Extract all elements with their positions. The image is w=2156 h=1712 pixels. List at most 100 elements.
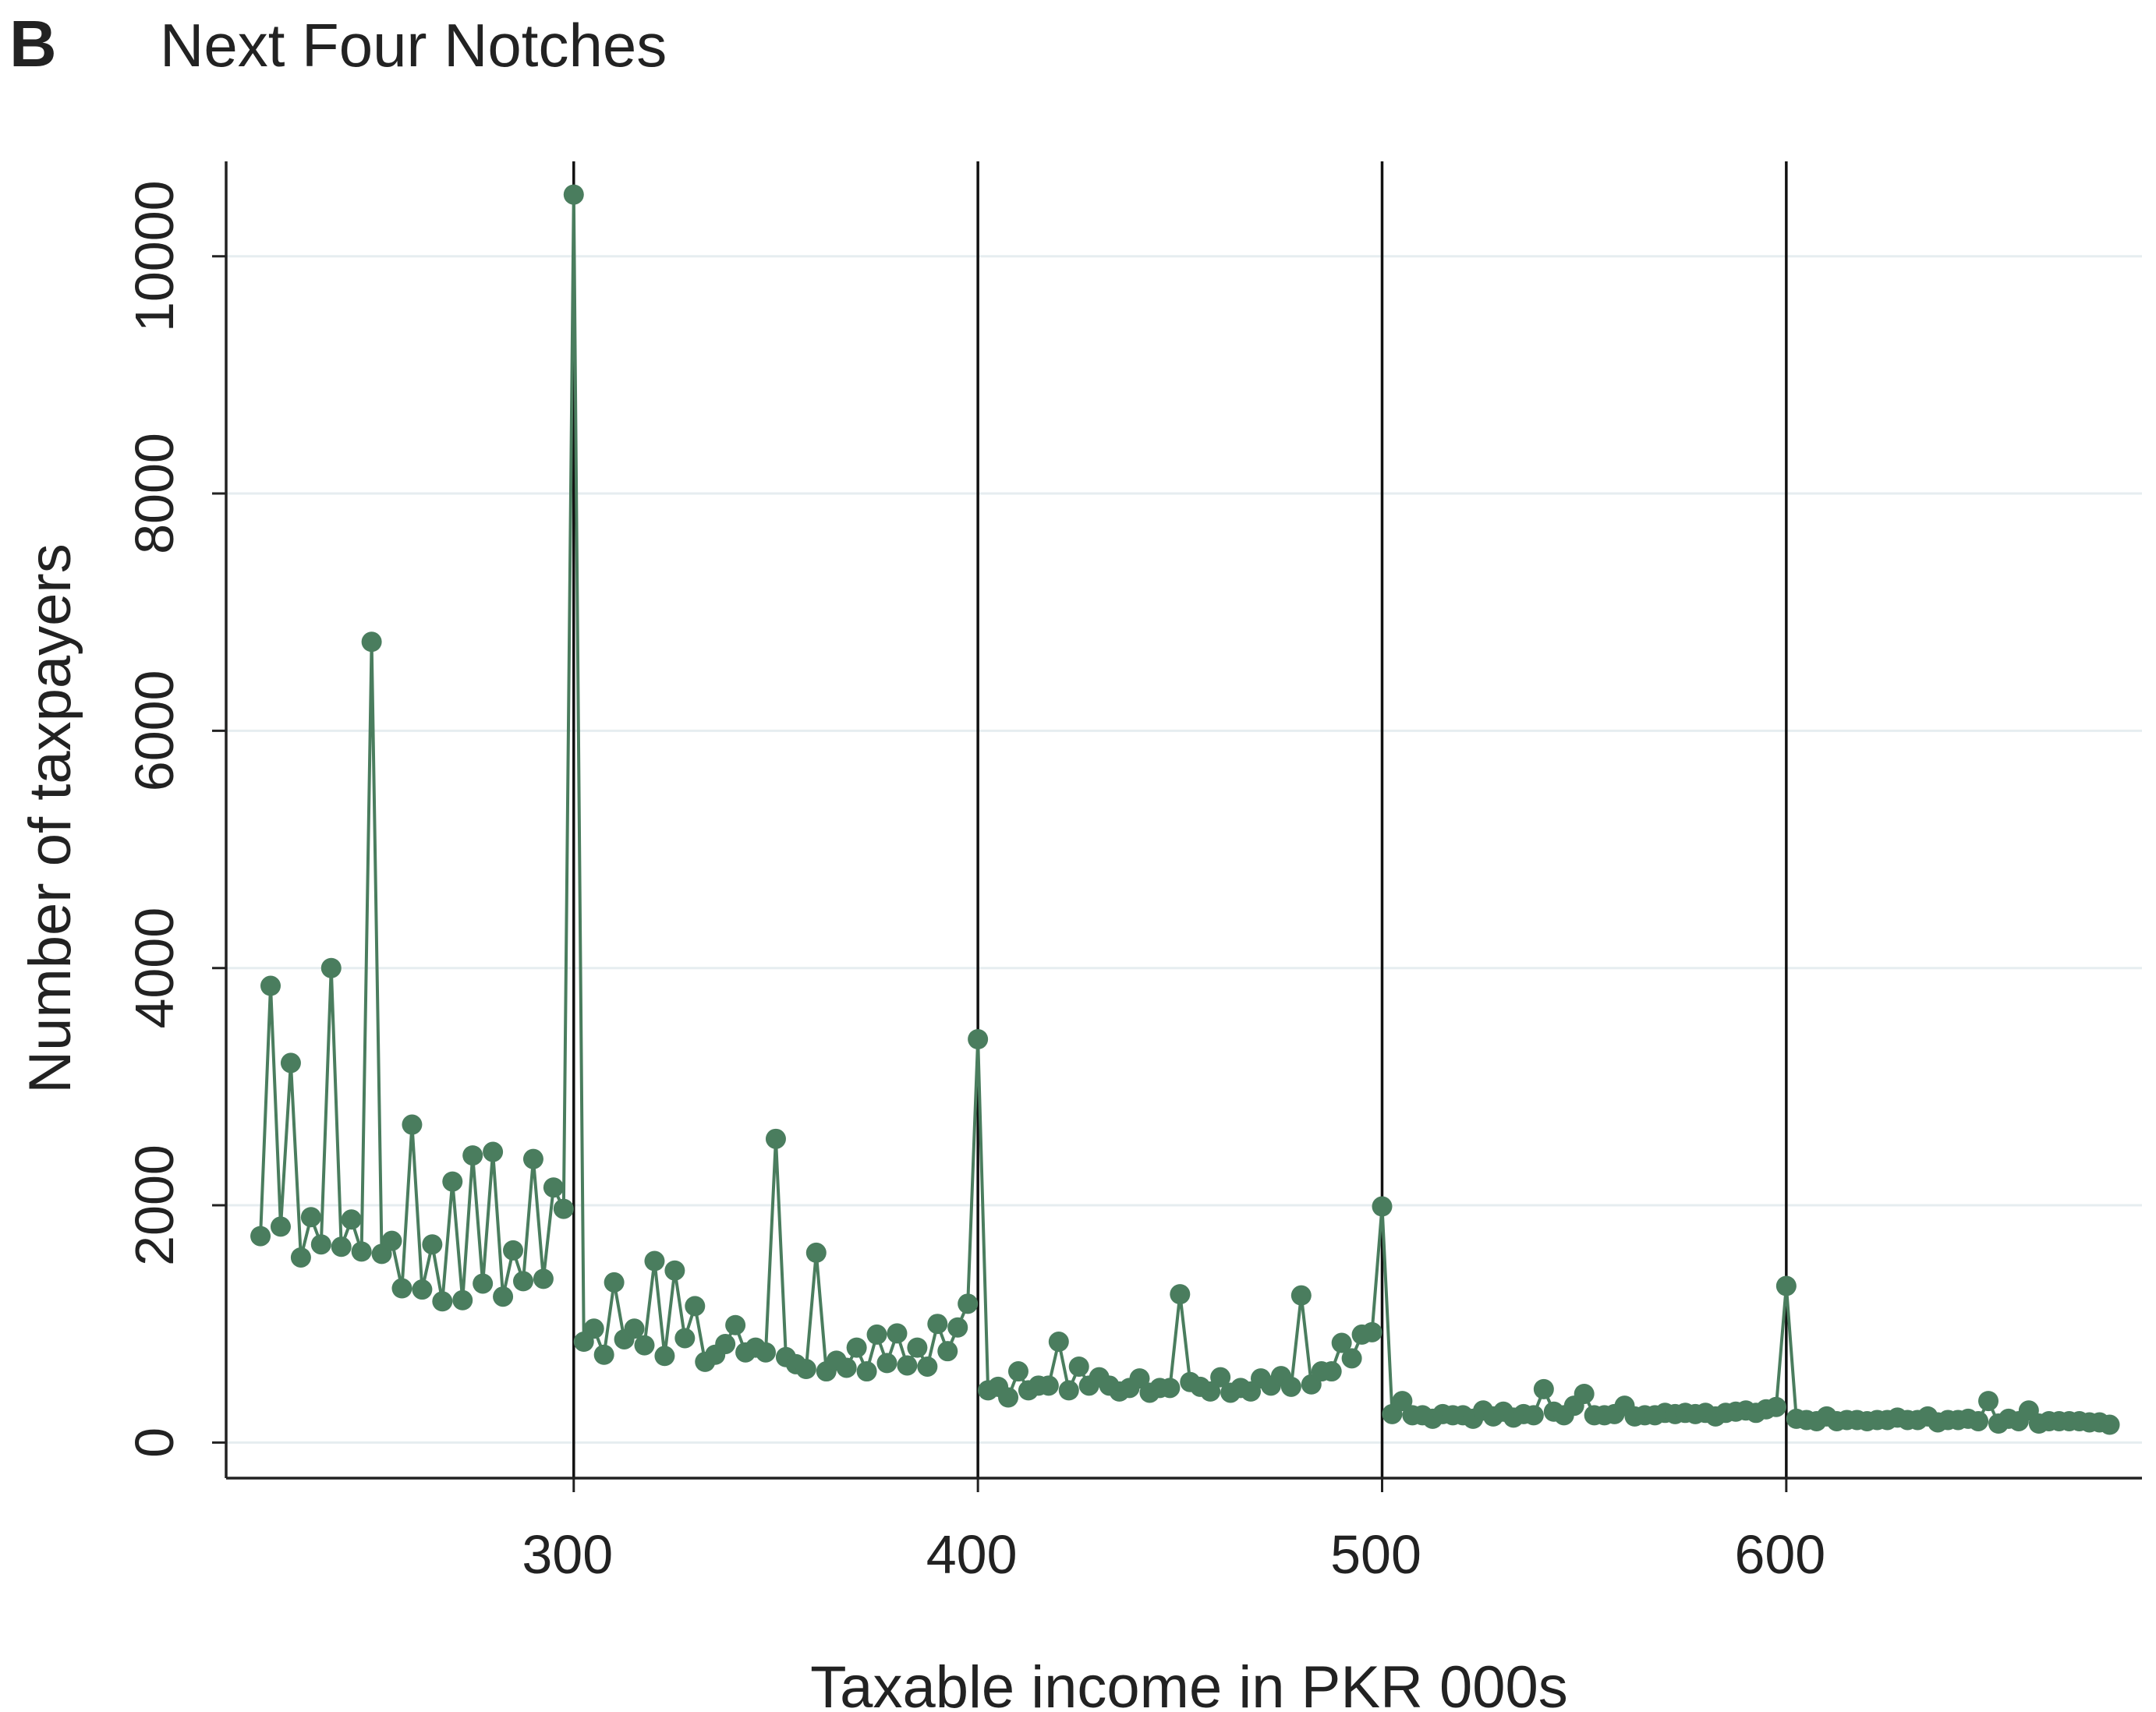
- data-point: [897, 1355, 918, 1376]
- data-point: [958, 1293, 979, 1314]
- data-point: [503, 1240, 524, 1261]
- data-point: [795, 1359, 816, 1380]
- data-point: [402, 1114, 423, 1135]
- data-point: [1321, 1361, 1342, 1382]
- data-point: [866, 1324, 887, 1345]
- data-point: [2099, 1414, 2120, 1435]
- data-point: [1331, 1332, 1352, 1353]
- data-point: [300, 1207, 321, 1228]
- data-point: [1765, 1396, 1786, 1417]
- data-point: [412, 1279, 433, 1300]
- data-point: [341, 1209, 362, 1230]
- data-point: [604, 1272, 625, 1293]
- x-tick-label: 400: [926, 1524, 1018, 1585]
- data-point: [846, 1337, 867, 1358]
- data-point: [422, 1234, 443, 1255]
- data-point: [947, 1317, 968, 1338]
- data-point: [563, 184, 584, 205]
- data-point: [1068, 1356, 1089, 1377]
- data-point: [553, 1198, 574, 1219]
- data-point: [1372, 1196, 1393, 1217]
- panel-label: B: [9, 7, 57, 80]
- data-point: [725, 1314, 746, 1335]
- data-point: [331, 1236, 352, 1257]
- y-tick-label: 2000: [124, 1144, 185, 1266]
- data-point: [473, 1273, 494, 1294]
- data-point: [664, 1260, 685, 1281]
- data-point: [876, 1353, 897, 1374]
- data-point: [907, 1337, 928, 1358]
- data-point: [634, 1335, 655, 1356]
- data-point: [1341, 1348, 1362, 1369]
- data-point: [1038, 1375, 1059, 1396]
- data-point: [887, 1323, 908, 1344]
- data-point: [290, 1247, 311, 1268]
- data-point: [1290, 1285, 1312, 1306]
- data-point: [280, 1052, 301, 1074]
- data-point: [1968, 1410, 1989, 1431]
- data-point: [1159, 1378, 1181, 1399]
- y-tick-label: 8000: [124, 433, 185, 554]
- data-point: [1200, 1381, 1221, 1402]
- data-point: [351, 1241, 372, 1262]
- data-point: [1978, 1391, 1999, 1412]
- data-point: [685, 1296, 706, 1317]
- data-point: [543, 1177, 564, 1198]
- data-point: [452, 1289, 473, 1311]
- x-tick-label: 600: [1734, 1524, 1825, 1585]
- y-tick-label: 0: [124, 1427, 185, 1458]
- data-point: [1058, 1380, 1079, 1401]
- data-point: [624, 1318, 645, 1339]
- data-point: [493, 1286, 514, 1307]
- data-point: [381, 1230, 402, 1251]
- data-point: [1129, 1368, 1150, 1389]
- x-axis-label: Taxable income in PKR 000s: [810, 1654, 1568, 1712]
- data-point: [1007, 1361, 1028, 1382]
- data-point: [856, 1361, 877, 1382]
- data-point: [361, 631, 382, 653]
- data-point: [1533, 1378, 1554, 1399]
- data-point: [583, 1318, 604, 1339]
- data-point: [644, 1250, 665, 1272]
- data-point: [1280, 1376, 1301, 1397]
- data-point: [1048, 1332, 1069, 1353]
- data-point: [805, 1242, 827, 1263]
- data-point: [836, 1357, 857, 1378]
- data-point: [674, 1328, 696, 1349]
- data-point: [593, 1344, 614, 1365]
- data-point: [320, 957, 342, 978]
- data-point: [968, 1029, 989, 1049]
- data-point: [391, 1278, 412, 1299]
- data-point: [917, 1356, 938, 1377]
- data-point: [432, 1291, 453, 1312]
- series-line: [259, 194, 2110, 1427]
- y-axis-label: Number of taxpayers: [17, 543, 83, 1093]
- y-tick-label: 4000: [124, 907, 185, 1029]
- data-point: [1361, 1321, 1382, 1342]
- data-point: [522, 1148, 543, 1169]
- data-point: [462, 1145, 483, 1166]
- data-point: [250, 1226, 271, 1247]
- data-point: [260, 975, 281, 996]
- data-point: [1170, 1284, 1191, 1305]
- data-point: [270, 1216, 291, 1237]
- data-point: [715, 1334, 736, 1355]
- data-point: [756, 1342, 777, 1363]
- data-point: [1392, 1391, 1413, 1412]
- data-point: [998, 1387, 1019, 1408]
- chart-title: Next Four Notches: [160, 11, 667, 80]
- data-point: [1210, 1367, 1231, 1388]
- data-point: [1775, 1275, 1797, 1296]
- data-point: [927, 1314, 948, 1335]
- data-point: [937, 1341, 958, 1362]
- y-tick-label: 6000: [124, 670, 185, 792]
- y-tick-label: 10000: [124, 180, 185, 332]
- data-point: [654, 1346, 675, 1367]
- x-tick-label: 300: [522, 1524, 613, 1585]
- data-point: [1523, 1405, 1544, 1426]
- x-tick-label: 500: [1330, 1524, 1421, 1585]
- data-point: [1574, 1383, 1595, 1404]
- data-point: [533, 1268, 554, 1289]
- data-point: [483, 1141, 504, 1162]
- data-point: [310, 1234, 331, 1255]
